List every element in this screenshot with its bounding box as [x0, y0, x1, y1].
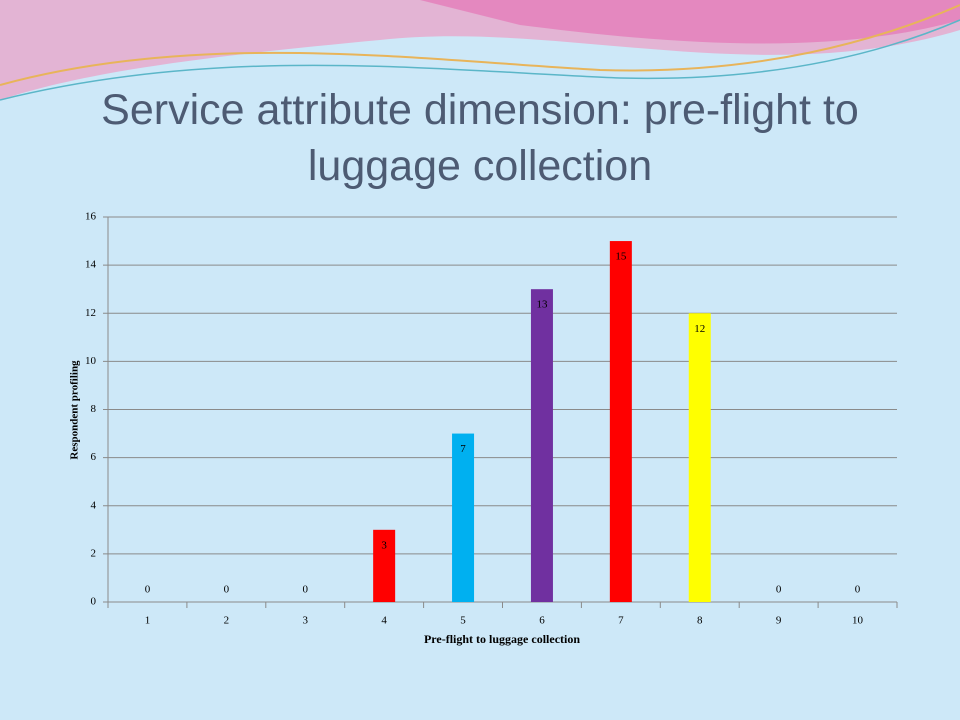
y-tick-label: 4 — [91, 499, 97, 511]
decor-line — [0, 19, 960, 101]
x-tick-label: 9 — [776, 615, 782, 627]
data-label: 15 — [615, 251, 627, 263]
y-tick-label: 6 — [91, 451, 97, 463]
x-tick-label: 1 — [145, 615, 151, 627]
data-label: 3 — [381, 539, 387, 551]
x-tick-label: 2 — [224, 615, 230, 627]
bar — [609, 241, 632, 602]
data-label: 0 — [855, 584, 861, 596]
x-tick-label: 6 — [539, 615, 545, 627]
y-tick-label: 16 — [85, 211, 97, 223]
x-tick-label: 8 — [697, 615, 703, 627]
x-tick-label: 7 — [618, 615, 624, 627]
data-label: 12 — [694, 323, 705, 335]
data-label: 0 — [303, 584, 309, 596]
x-axis-label: Pre-flight to luggage collection — [424, 632, 580, 646]
data-label: 0 — [776, 584, 782, 596]
bar — [530, 289, 553, 602]
x-tick-label: 3 — [303, 615, 309, 627]
x-tick-label: 5 — [460, 615, 466, 627]
y-tick-label: 8 — [91, 403, 97, 415]
y-tick-label: 0 — [91, 596, 97, 608]
x-tick-label: 10 — [852, 615, 864, 627]
data-label: 0 — [145, 584, 151, 596]
data-label: 7 — [460, 443, 466, 455]
x-tick-label: 4 — [381, 615, 387, 627]
y-tick-label: 12 — [85, 307, 96, 319]
chart-title: Service attribute dimension: pre-flight … — [101, 86, 859, 190]
bar — [373, 529, 396, 602]
decor-line — [0, 4, 960, 86]
y-axis-label: Respondent profiling — [69, 360, 81, 460]
y-tick-label: 10 — [85, 355, 97, 367]
decor-wave — [420, 0, 960, 44]
y-tick-label: 2 — [91, 547, 97, 559]
bar — [452, 433, 475, 602]
bar — [688, 313, 711, 602]
data-label: 13 — [536, 299, 548, 311]
data-label: 0 — [224, 584, 230, 596]
y-tick-label: 14 — [85, 259, 97, 271]
